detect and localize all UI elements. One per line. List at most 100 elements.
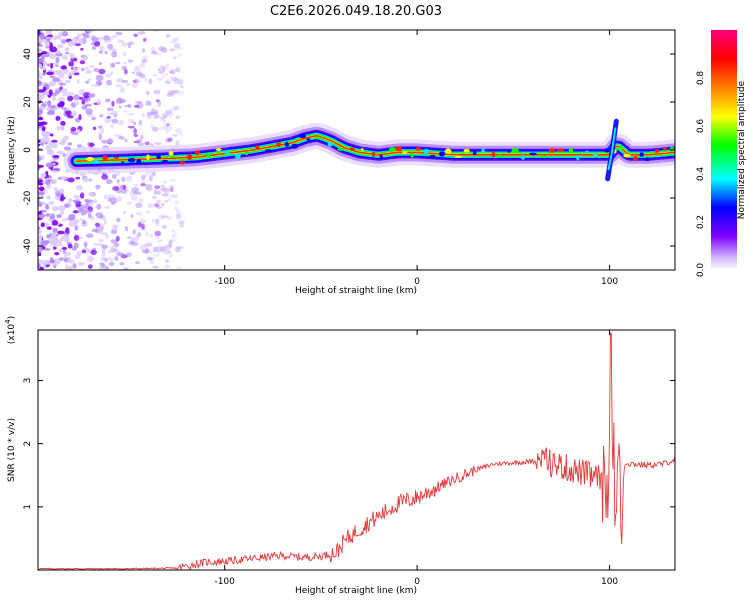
noise-speckle [118, 105, 122, 109]
noise-speckle [175, 67, 181, 73]
noise-speckle [164, 73, 169, 77]
noise-speckle [110, 201, 116, 205]
noise-speckle [154, 109, 159, 116]
noise-speckle [38, 112, 41, 116]
noise-speckle [82, 219, 86, 225]
noise-speckle [56, 214, 62, 219]
noise-speckle [175, 212, 182, 220]
noise-speckle [144, 141, 150, 146]
noise-speckle [43, 263, 47, 269]
noise-speckle [40, 172, 47, 178]
noise-speckle [149, 112, 154, 115]
noise-speckle [51, 155, 60, 158]
noise-speckle [164, 138, 173, 143]
noise-speckle [101, 251, 106, 257]
noise-speckle [91, 46, 97, 50]
noise-speckle [93, 67, 99, 72]
noise-speckle [165, 33, 171, 38]
noise-speckle [131, 82, 139, 89]
noise-speckle [38, 186, 45, 192]
noise-speckle [62, 236, 70, 243]
noise-speckle [40, 240, 48, 247]
noise-speckle [175, 140, 180, 147]
noise-speckle [137, 142, 145, 147]
ridge-blob [481, 148, 485, 153]
noise-speckle [146, 256, 153, 261]
noise-speckle [115, 31, 123, 36]
noise-speckle [169, 194, 178, 198]
noise-speckle [151, 172, 156, 176]
noise-speckle [150, 50, 158, 55]
noise-speckle [124, 267, 128, 270]
noise-speckle [165, 62, 169, 70]
noise-speckle [88, 93, 95, 98]
noise-speckle [91, 116, 96, 121]
colorbar-gradient [711, 30, 737, 270]
noise-speckle [38, 70, 41, 76]
noise-speckle [67, 115, 74, 119]
ridge-blob [327, 142, 333, 147]
noise-speckle [57, 230, 65, 235]
noise-speckle [109, 245, 117, 251]
noise-speckle [158, 214, 164, 221]
noise-speckle [173, 129, 180, 133]
colorbar-tick-label: 0.6 [696, 119, 706, 134]
noise-speckle [108, 112, 115, 115]
noise-speckle [49, 42, 53, 49]
noise-speckle [126, 82, 130, 87]
ridge-blob [156, 154, 161, 160]
noise-speckle [135, 65, 140, 70]
noise-speckle [40, 260, 48, 265]
noise-speckle [171, 233, 176, 239]
noise-speckle [67, 142, 73, 146]
noise-speckle [60, 125, 65, 131]
noise-speckle [98, 214, 104, 219]
noise-speckle [115, 61, 121, 65]
noise-speckle [171, 228, 175, 233]
noise-speckle [103, 206, 111, 209]
noise-speckle [73, 72, 80, 76]
noise-speckle [136, 138, 143, 142]
noise-speckle [137, 31, 146, 35]
noise-speckle [109, 71, 114, 76]
noise-speckle [40, 155, 44, 161]
noise-speckle [104, 117, 111, 124]
noise-speckle [48, 80, 56, 87]
noise-speckle [177, 78, 184, 85]
ridge-blob [496, 154, 503, 158]
noise-speckle [86, 233, 94, 238]
noise-speckle [76, 144, 83, 148]
noise-speckle [101, 139, 109, 144]
noise-speckle [153, 50, 157, 54]
noise-speckle [161, 224, 168, 229]
noise-speckle [132, 121, 137, 126]
noise-speckle [167, 137, 173, 142]
noise-speckle [73, 210, 78, 214]
noise-speckle [67, 177, 75, 183]
ridge-blob [576, 154, 580, 161]
noise-speckle [75, 203, 82, 207]
noise-speckle [154, 230, 161, 237]
noise-speckle [157, 46, 166, 52]
noise-speckle [157, 68, 162, 72]
noise-speckle [155, 99, 160, 103]
noise-speckle [96, 99, 102, 106]
noise-speckle [109, 62, 116, 68]
noise-speckle [127, 236, 132, 239]
noise-speckle [159, 65, 164, 69]
noise-speckle [165, 259, 169, 263]
noise-speckle [40, 222, 45, 228]
noise-speckle [85, 66, 89, 70]
noise-speckle [118, 136, 125, 140]
noise-speckle [170, 77, 178, 82]
noise-speckle [124, 138, 128, 143]
noise-speckle [97, 82, 103, 86]
noise-speckle [175, 249, 182, 253]
noise-speckle [140, 183, 146, 187]
noise-speckle [42, 131, 51, 137]
noise-speckle [73, 242, 79, 249]
ridge-blob [439, 151, 446, 157]
x-tick-label: 0 [414, 577, 420, 587]
ridge-blob [423, 148, 429, 155]
noise-speckle [175, 127, 183, 134]
